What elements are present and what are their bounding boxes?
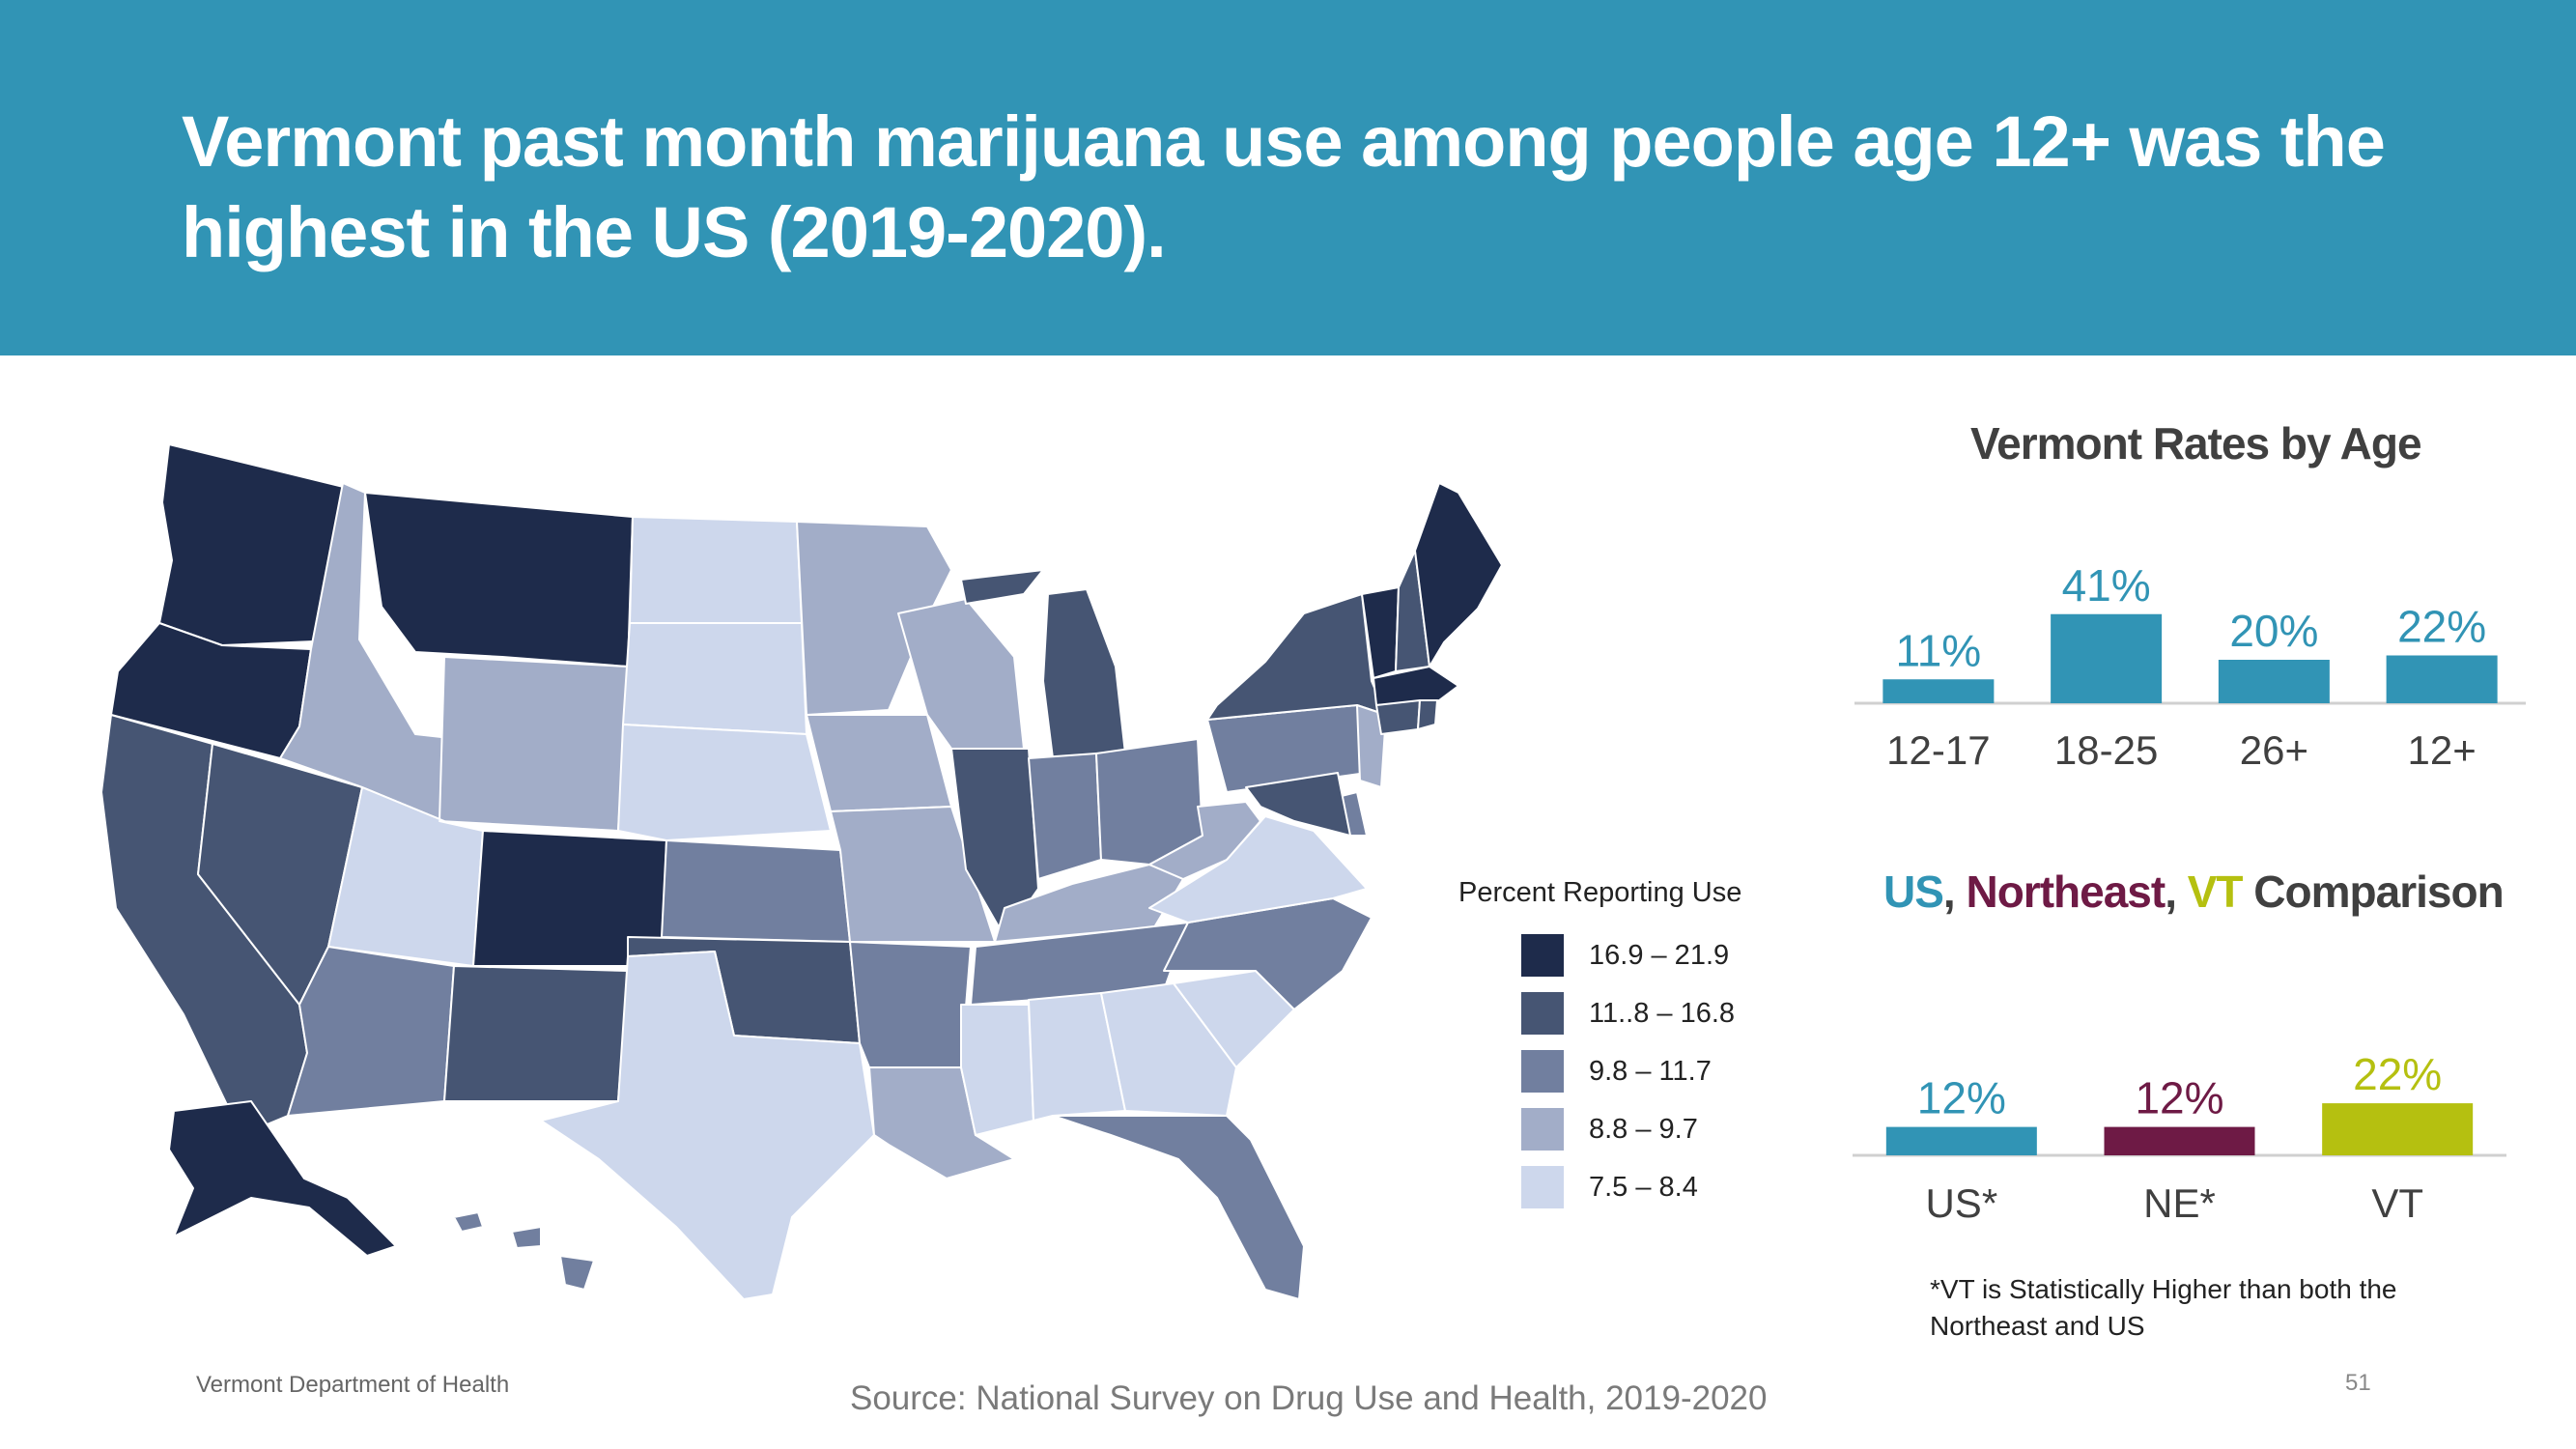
comparison-title-part: , xyxy=(2165,867,2188,917)
legend-label: 8.8 – 9.7 xyxy=(1589,1113,1698,1145)
category-label: 12+ xyxy=(2408,727,2477,773)
page-number: 51 xyxy=(2345,1370,2371,1396)
legend-swatch xyxy=(1521,1108,1564,1151)
bar-data-label: 11% xyxy=(1896,625,1982,675)
footer-organization: Vermont Department of Health xyxy=(196,1372,510,1398)
legend-item: 9.8 – 11.7 xyxy=(1458,1042,1826,1100)
legend-label: 16.9 – 21.9 xyxy=(1589,939,1730,971)
state-FL xyxy=(1052,1115,1305,1300)
state-AK xyxy=(168,1100,397,1257)
legend-swatch xyxy=(1521,1050,1564,1093)
state-NJ xyxy=(1356,704,1387,788)
bar-data-label: 20% xyxy=(2229,606,2318,656)
state-MS xyxy=(960,1004,1034,1136)
comparison-title-part: US xyxy=(1883,867,1944,917)
slide-title: Vermont past month marijuana use among p… xyxy=(182,101,2386,272)
state-RI xyxy=(1417,699,1438,730)
comparison-title-part: , xyxy=(1942,867,1967,917)
state-NE xyxy=(617,724,832,841)
category-label: 18-25 xyxy=(2054,727,2158,773)
footer-source: Source: National Survey on Drug Use and … xyxy=(850,1379,1768,1417)
title-banner xyxy=(0,0,2576,355)
state-TX xyxy=(540,951,875,1300)
bar-data-label: 22% xyxy=(2397,602,2486,652)
bar-data-label: 41% xyxy=(2062,560,2151,611)
legend-swatch xyxy=(1521,1166,1564,1208)
legend-item: 16.9 – 21.9 xyxy=(1458,926,1826,984)
state-AL xyxy=(1028,992,1126,1122)
legend-label: 9.8 – 11.7 xyxy=(1589,1055,1712,1087)
bar xyxy=(2051,613,2163,703)
bar xyxy=(2218,660,2330,703)
state-MD xyxy=(1245,772,1351,837)
state-NY xyxy=(1206,593,1387,721)
legend-item: 11..8 – 16.8 xyxy=(1458,984,1826,1042)
state-GA xyxy=(1100,982,1237,1117)
legend-label: 7.5 – 8.4 xyxy=(1589,1171,1698,1203)
legend-item: 7.5 – 8.4 xyxy=(1458,1158,1826,1216)
state-MA xyxy=(1373,666,1459,706)
state-MO xyxy=(830,806,996,943)
bar xyxy=(1882,679,1995,703)
category-label: 26+ xyxy=(2240,727,2308,773)
state-ME xyxy=(1414,482,1503,668)
legend-title: Percent Reporting Use xyxy=(1458,877,1742,908)
legend-swatch xyxy=(1521,992,1564,1035)
state-WV xyxy=(1148,801,1261,880)
comparison-title-part: Comparison xyxy=(2242,867,2504,917)
map-legend: Percent Reporting Use 16.9 – 21.9 11..8 … xyxy=(1458,877,1826,1216)
state-HI xyxy=(453,1211,595,1291)
comparison-title-part: Northeast xyxy=(1966,867,2166,917)
comparison-title-part: VT xyxy=(2187,867,2244,917)
legend-swatch xyxy=(1521,934,1564,977)
category-label: 12-17 xyxy=(1886,727,1990,773)
comparison-chart-title: US, Northeast, VT Comparison xyxy=(1883,866,2505,918)
significance-note: *VT is Statistically Higher than both th… xyxy=(1930,1274,2397,1341)
bar xyxy=(2386,655,2498,703)
legend-item: 8.8 – 9.7 xyxy=(1458,1100,1826,1158)
age-chart-title: Vermont Rates by Age xyxy=(1970,418,2422,469)
us-choropleth-map xyxy=(100,443,1503,1300)
legend-label: 11..8 – 16.8 xyxy=(1589,997,1736,1029)
